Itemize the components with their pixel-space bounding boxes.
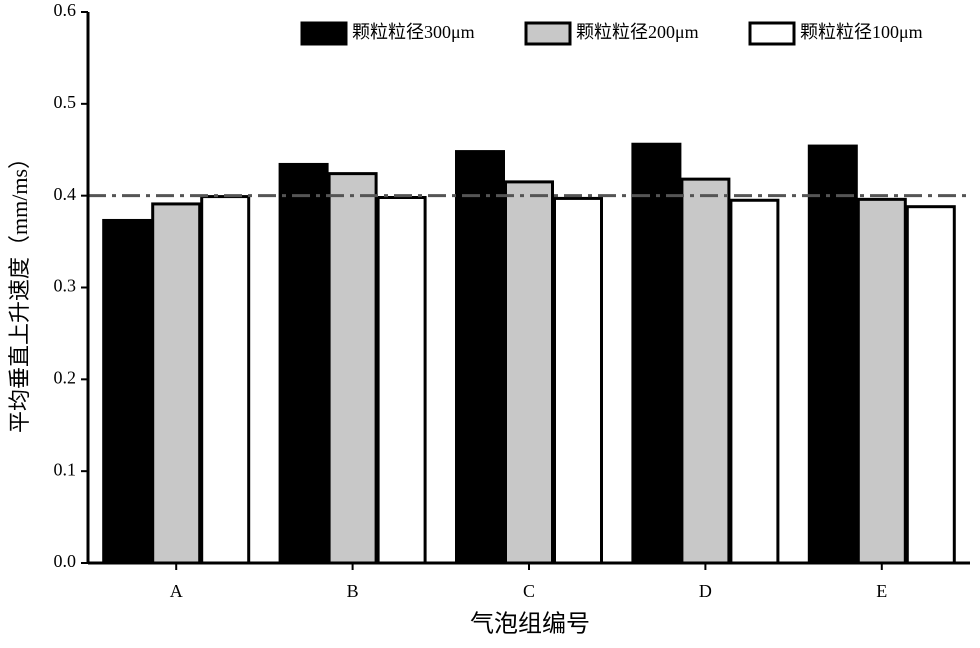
x-tick-label: C bbox=[523, 581, 535, 601]
bar bbox=[631, 142, 682, 565]
bar bbox=[729, 198, 780, 565]
y-tick-label: 0.6 bbox=[54, 0, 77, 20]
legend-swatch bbox=[748, 21, 796, 46]
x-axis-label: 气泡组编号 bbox=[470, 611, 590, 638]
bar bbox=[504, 180, 554, 565]
x-tick-label: D bbox=[699, 581, 712, 601]
y-tick-label: 0.5 bbox=[54, 92, 77, 112]
bar bbox=[553, 196, 603, 565]
x-tick-label: B bbox=[347, 581, 359, 601]
bar bbox=[376, 196, 427, 565]
x-tick-label: E bbox=[876, 581, 887, 601]
y-tick-label: 0.3 bbox=[54, 276, 77, 296]
legend-swatch bbox=[300, 21, 348, 46]
bar bbox=[680, 177, 731, 565]
y-tick-label: 0.2 bbox=[54, 367, 77, 387]
bar bbox=[278, 162, 329, 565]
legend-label: 颗粒粒径200μm bbox=[576, 22, 699, 42]
bar bbox=[455, 150, 505, 565]
bar bbox=[151, 202, 202, 565]
bar bbox=[807, 144, 858, 565]
y-tick-label: 0.1 bbox=[54, 459, 77, 479]
bar bbox=[856, 197, 907, 565]
y-tick-label: 0.4 bbox=[54, 184, 77, 204]
bar bbox=[102, 218, 153, 565]
bar bbox=[200, 195, 251, 565]
y-axis-label: 平均垂直上升速度（mm/ms） bbox=[7, 147, 32, 433]
y-tick-label: 0.0 bbox=[54, 551, 77, 571]
legend-swatch bbox=[524, 21, 572, 46]
legend-label: 颗粒粒径300μm bbox=[352, 22, 475, 42]
x-tick-label: A bbox=[170, 581, 183, 601]
bar bbox=[327, 172, 378, 565]
legend-label: 颗粒粒径100μm bbox=[800, 22, 923, 42]
bar bbox=[905, 205, 956, 565]
